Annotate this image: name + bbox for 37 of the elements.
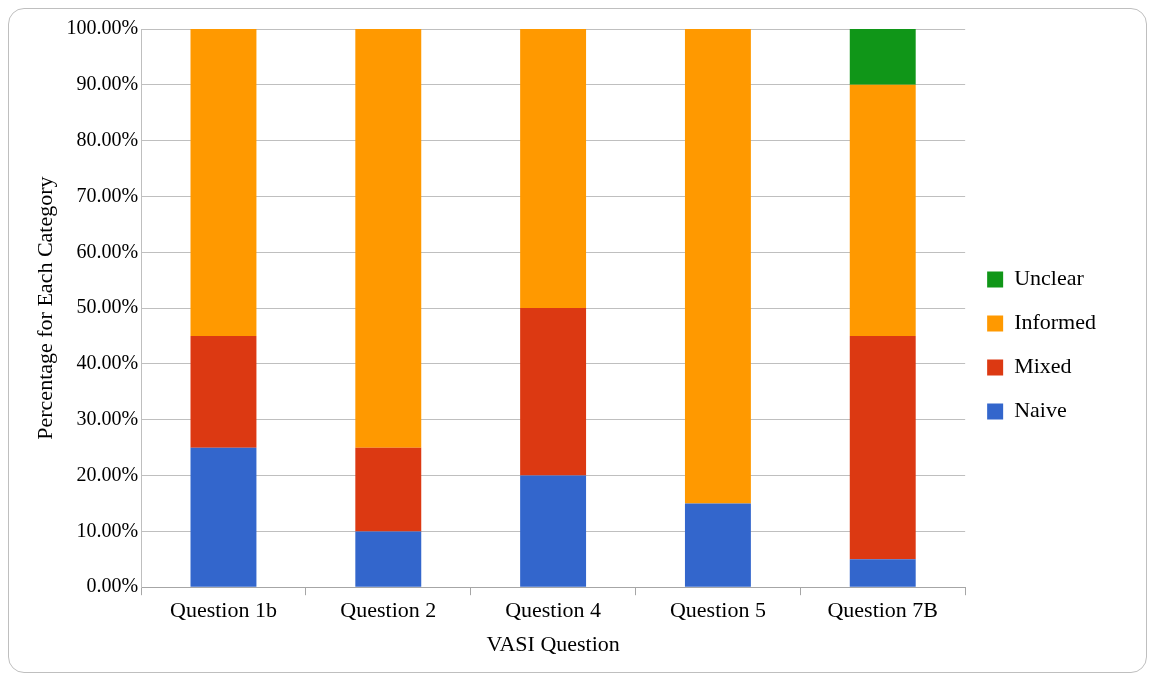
bar (190, 447, 257, 587)
bar (684, 29, 751, 504)
x-tick-label: Question 5 (669, 597, 766, 623)
legend-label: Mixed (1014, 353, 1072, 379)
bar (355, 447, 422, 532)
y-tick-label: 50.00% (76, 295, 139, 318)
bar (520, 29, 587, 309)
y-tick-label: 80.00% (76, 127, 139, 150)
y-tick-label: 40.00% (76, 351, 139, 374)
y-tick-label: 70.00% (76, 183, 139, 206)
bar (190, 29, 257, 337)
y-tick-label: 10.00% (76, 518, 139, 541)
y-tick-label: 30.00% (76, 406, 139, 429)
bar (520, 475, 587, 587)
bar (684, 503, 751, 587)
legend-label: Informed (1014, 309, 1096, 335)
bar (355, 531, 422, 587)
y-tick-label: 100.00% (66, 16, 139, 39)
y-tick-label: 0.00% (86, 574, 139, 597)
y-tick-label: 90.00% (76, 72, 139, 95)
bar (190, 336, 257, 448)
y-tick-label: 60.00% (76, 239, 139, 262)
legend-label: Naive (1014, 397, 1067, 423)
x-axis-title: VASI Question (486, 630, 620, 656)
y-tick-label: 20.00% (76, 462, 139, 485)
y-axis-title: Percentage for Each Category (31, 176, 57, 440)
x-tick-label: Question 1b (169, 597, 277, 623)
legend-label: Unclear (1014, 265, 1085, 291)
bar (849, 84, 916, 337)
bar (520, 308, 587, 476)
bar (355, 29, 422, 448)
x-tick-label: Question 2 (340, 597, 437, 623)
x-tick-label: Question 4 (505, 597, 602, 623)
bar (849, 29, 916, 85)
bar (849, 559, 916, 587)
x-tick-label: Question 7B (827, 597, 939, 623)
bar (849, 336, 916, 560)
